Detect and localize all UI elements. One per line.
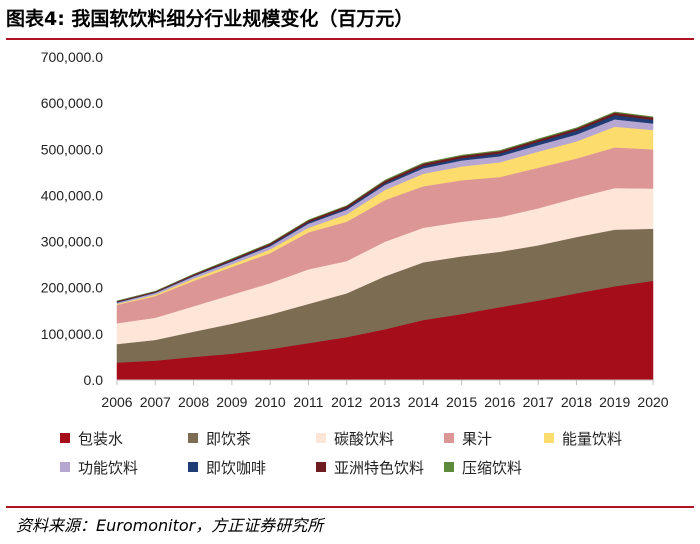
- legend-label: 能量饮料: [562, 429, 623, 448]
- x-tick-label: 2019: [599, 394, 630, 410]
- legend-item: 功能饮料: [60, 457, 138, 477]
- legend-label: 压缩饮料: [462, 458, 523, 477]
- legend-swatch: [316, 462, 326, 472]
- legend-label: 碳酸饮料: [334, 429, 395, 448]
- legend-label: 亚洲特色饮料: [334, 458, 425, 477]
- legend-label: 即饮茶: [206, 429, 252, 448]
- stacked-area-chart: 0.0 100,000.0 200,000.0 300,000.0 400,000.0 5…: [41, 49, 669, 410]
- x-tick-label: 2012: [331, 394, 362, 410]
- legend-swatch: [60, 462, 70, 472]
- x-tick-label: 2007: [140, 394, 171, 410]
- x-tick-label: 2015: [446, 394, 477, 410]
- x-tick-label: 2008: [178, 394, 209, 410]
- y-tick-label: 600,000.0: [41, 95, 103, 111]
- legend-label: 即饮咖啡: [206, 458, 267, 477]
- legend-item: 包装水: [60, 428, 123, 448]
- legend-swatch: [444, 433, 454, 443]
- x-tick-label: 2013: [369, 394, 400, 410]
- legend-swatch: [316, 433, 326, 443]
- legend-swatch: [544, 433, 554, 443]
- legend-item: 亚洲特色饮料: [316, 457, 424, 477]
- legend-item: 果汁: [444, 428, 492, 448]
- x-tick-label: 2009: [216, 394, 247, 410]
- legend-label: 果汁: [462, 429, 493, 448]
- y-tick-label: 200,000.0: [41, 280, 103, 296]
- legend-swatch: [60, 433, 70, 443]
- y-tick-label: 400,000.0: [41, 187, 103, 203]
- y-tick-label: 700,000.0: [41, 49, 103, 65]
- legend-item: 即饮咖啡: [188, 457, 266, 477]
- figure-title-row: 图表4: 我国软饮料细分行业规模变化（百万元）: [6, 4, 694, 36]
- legend-item: 碳酸饮料: [316, 428, 394, 448]
- y-tick-label: 0.0: [84, 372, 104, 388]
- x-tick-label: 2014: [408, 394, 439, 410]
- legend-swatch: [188, 462, 198, 472]
- x-tick-label: 2006: [101, 394, 132, 410]
- legend-swatch: [444, 462, 454, 472]
- x-tick-label: 2016: [484, 394, 515, 410]
- legend-item: 压缩饮料: [444, 457, 522, 477]
- figure-title: 图表4: 我国软饮料细分行业规模变化（百万元）: [6, 8, 414, 30]
- legend-item: 能量饮料: [544, 428, 622, 448]
- x-tick-label: 2017: [523, 394, 554, 410]
- y-tick-label: 100,000.0: [41, 326, 103, 342]
- title-divider: [6, 38, 694, 40]
- y-tick-label: 500,000.0: [41, 141, 103, 157]
- x-tick-label: 2011: [293, 394, 323, 410]
- x-tick-label: 2020: [637, 394, 668, 410]
- legend-label: 包装水: [78, 429, 124, 448]
- y-tick-label: 300,000.0: [41, 234, 103, 250]
- source-note: 资料来源：Euromonitor，方正证券研究所: [16, 516, 324, 535]
- legend-item: 即饮茶: [188, 428, 251, 448]
- area-series-8: [116, 111, 654, 302]
- x-tick-label: 2010: [255, 394, 286, 410]
- x-tick-label: 2018: [561, 394, 592, 410]
- legend-label: 功能饮料: [78, 458, 139, 477]
- legend-swatch: [188, 433, 198, 443]
- source-divider: [6, 506, 694, 508]
